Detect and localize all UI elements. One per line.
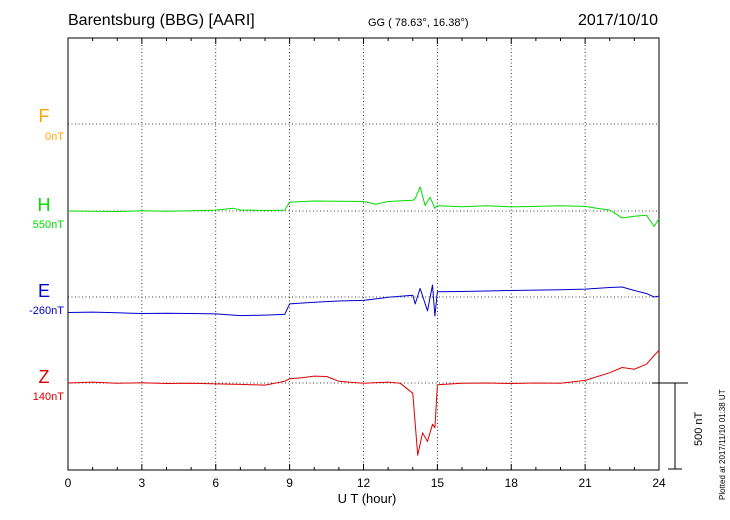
component-label-e: E (37, 281, 50, 301)
x-tick-label: 18 (505, 476, 519, 490)
x-tick-label: 24 (652, 476, 666, 490)
grid-lines (68, 38, 659, 470)
baseline-label-f: 0nT (45, 131, 64, 143)
component-label-h: H (37, 195, 51, 215)
x-axis-label: U T (hour) (338, 491, 397, 506)
plot-date: 2017/10/10 (578, 12, 659, 29)
x-ticks: 0 3 6 9 12 15 18 21 24 (65, 38, 666, 490)
x-tick-label: 12 (357, 476, 371, 490)
x-tick-label: 0 (65, 476, 72, 490)
trace-e (67, 284, 660, 317)
baseline-label-z: 140nT (32, 391, 64, 403)
x-tick-label: 15 (431, 476, 445, 490)
component-label-z: Z (38, 367, 50, 387)
plotted-timestamp: Plotted at 2017/11/10 01:38 UT (718, 389, 727, 500)
scale-bar-label: 500 nT (693, 411, 705, 446)
trace-h (67, 186, 660, 227)
baseline-label-h: 550nT (32, 219, 64, 231)
geo-coordinates: GG ( 78.63°, 16.38°) (368, 17, 469, 29)
plot-frame (67, 37, 660, 471)
x-tick-label: 6 (212, 476, 219, 490)
trace-z (67, 349, 660, 456)
x-tick-label: 9 (286, 476, 293, 490)
x-tick-label: 3 (139, 476, 146, 490)
component-label-f: F (38, 106, 50, 126)
scale-bar (652, 382, 688, 470)
baseline-label-e: -260nT (29, 305, 64, 317)
traces (67, 186, 660, 456)
x-tick-label: 21 (578, 476, 592, 490)
station-title: Barentsburg (BBG) [AARI] (68, 12, 255, 29)
